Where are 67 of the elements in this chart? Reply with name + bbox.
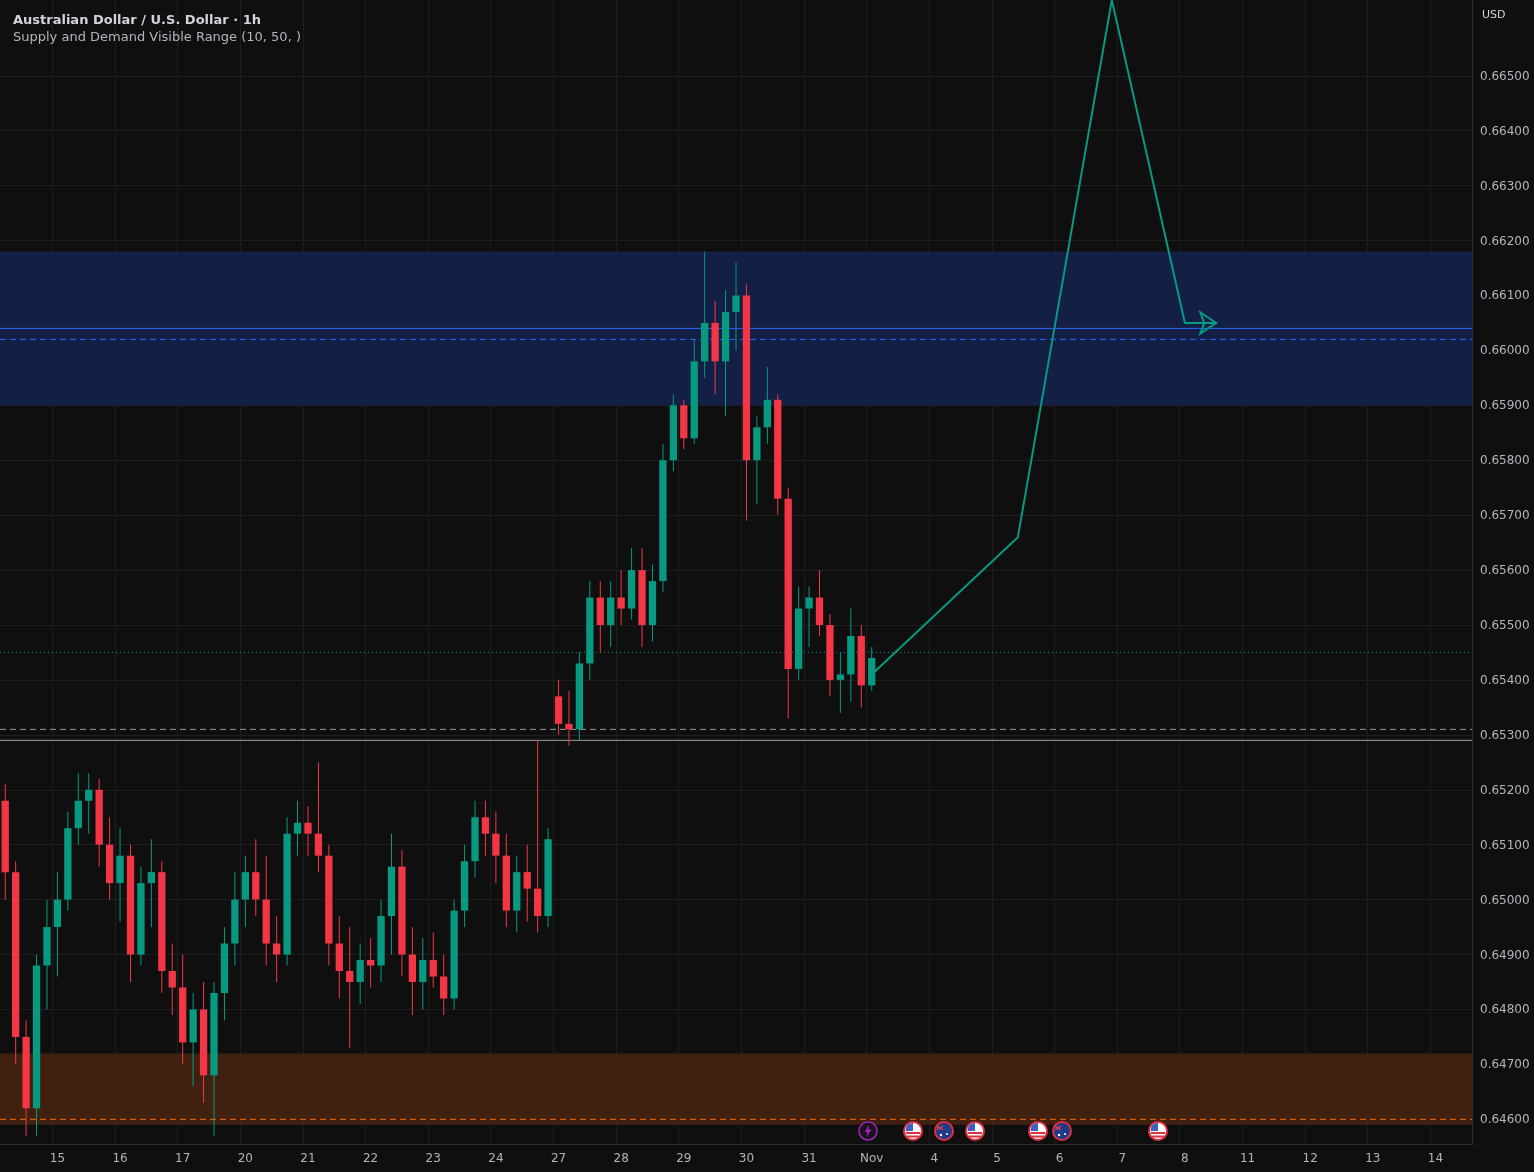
x-tick-label: Nov [860,1151,884,1165]
y-tick-label: 0.65500 [1480,618,1530,632]
y-tick-label: 0.66300 [1480,178,1530,193]
y-tick-label: 0.66400 [1480,123,1530,138]
y-tick-label: 0.64900 [1480,947,1530,962]
y-tick-label: 0.64800 [1480,1002,1530,1017]
candlestick [147,838,156,928]
x-tick-label: 21 [300,1151,316,1165]
candlestick [356,943,364,1005]
y-tick-label: 0.65000 [1480,892,1530,907]
y-tick-label: 0.66200 [1480,233,1530,248]
x-tick-label: 23 [425,1151,441,1165]
y-tick-label: 0.65600 [1480,563,1530,578]
candlestick [481,800,490,857]
candlestick [617,569,625,626]
x-tick-label: 27 [550,1151,567,1165]
text: Australian Dollar / U.S. Dollar · 1h [13,12,261,27]
x-tick-label: 24 [488,1151,504,1165]
y-axis-title: USD [1482,8,1506,21]
y-tick-label: 0.65400 [1480,672,1530,687]
candlestick [168,943,176,1016]
y-tick-label: 0.66100 [1480,288,1530,303]
x-tick-label: 5 [993,1151,1001,1165]
y-tick-label: 0.65900 [1480,398,1530,413]
y-tick-label: 0.65200 [1480,782,1530,797]
x-tick-label: 12 [1302,1151,1318,1165]
x-tick-label: 16 [112,1151,128,1165]
y-tick-label: 0.64600 [1480,1112,1530,1127]
candlestick [419,937,427,1010]
candlestick [492,811,500,884]
y-tick-label: 0.64700 [1480,1057,1530,1072]
y-tick-label: 0.65100 [1480,837,1530,852]
x-tick-label: 13 [1365,1151,1381,1165]
x-tick-label: 6 [1055,1151,1064,1165]
candlestick [273,915,281,983]
candlestick [440,954,448,1016]
x-tick-label: 29 [676,1151,692,1165]
candlestick [366,937,375,988]
candlestick [85,772,93,835]
candlestick [314,761,323,873]
x-tick-label: 7 [1118,1151,1127,1165]
x-tick-label: 28 [613,1151,629,1165]
candlestick [429,932,437,988]
x-tick-label: 15 [49,1151,66,1165]
x-tick-label: 8 [1181,1151,1189,1165]
candlestick [304,805,312,857]
x-tick-label: 30 [738,1151,755,1165]
y-tick-label: 0.66500 [1480,68,1530,83]
x-tick-label: 11 [1239,1151,1256,1165]
x-tick-label: 4 [930,1151,939,1165]
y-tick-label: 0.65800 [1480,453,1530,468]
candlestick [565,690,573,747]
candlestick [732,262,740,351]
candlestick [805,586,813,648]
y-tick-label: 0.65300 [1480,727,1530,742]
text: Supply and Demand Visible Range (10, 50, ) [13,29,301,44]
x-tick-label: 14 [1427,1151,1444,1165]
candlestick [523,844,531,923]
candlestick [836,651,845,714]
x-tick-label: 22 [362,1151,379,1165]
y-tick-label: 0.65700 [1480,508,1530,523]
x-tick-label: 17 [175,1151,191,1165]
x-tick-label: 31 [801,1151,817,1165]
candlestick [293,800,302,857]
y-tick-label: 0.66000 [1480,343,1530,358]
candlestick [346,926,354,1049]
x-tick-label: 20 [237,1151,253,1165]
